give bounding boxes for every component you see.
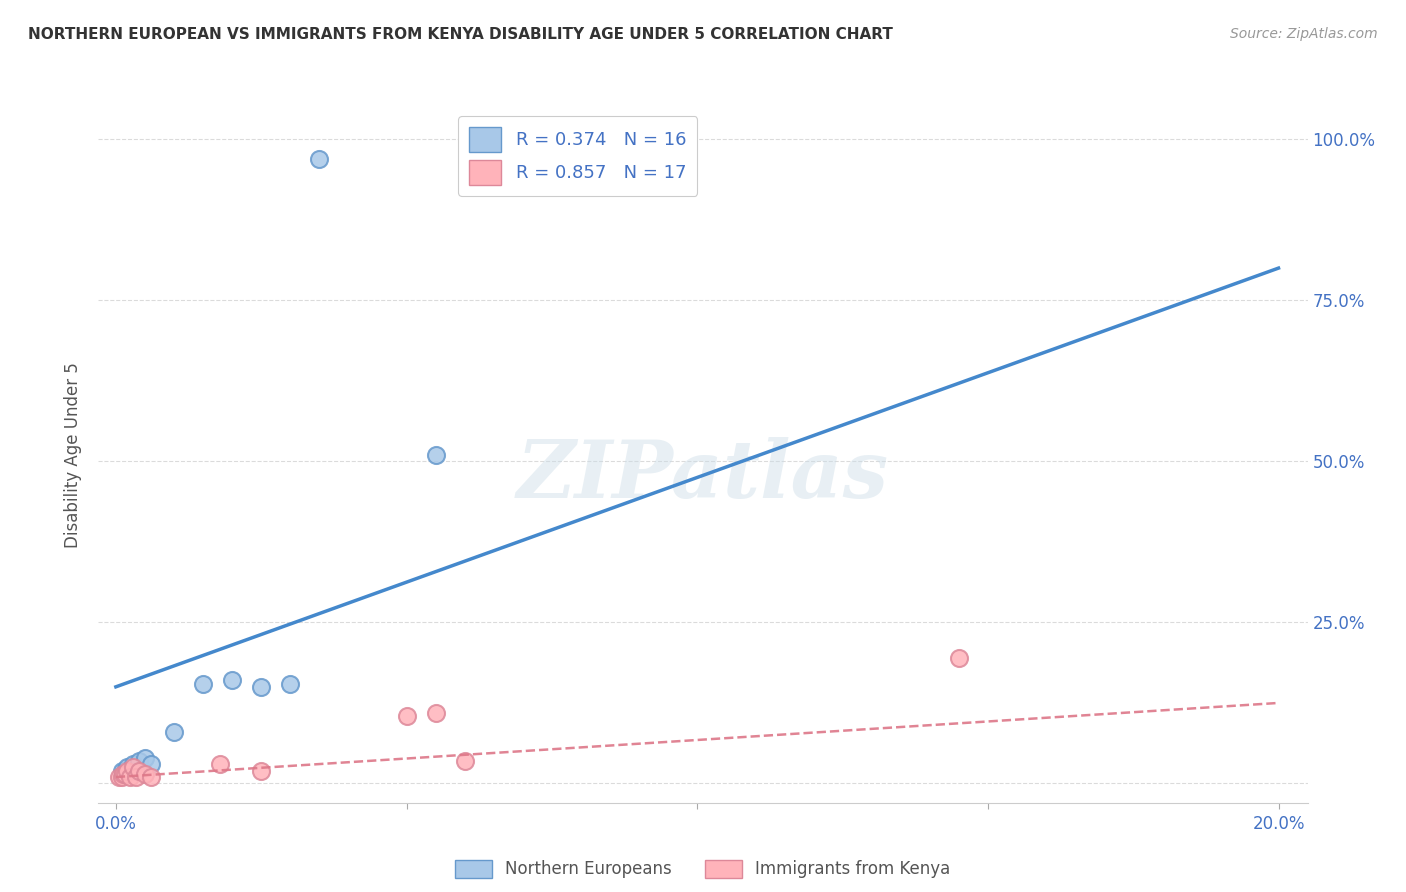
Point: [120, 770, 142, 784]
Point: [120, 764, 142, 778]
Legend: Northern Europeans, Immigrants from Kenya: Northern Europeans, Immigrants from Keny…: [449, 853, 957, 885]
Point: [107, 770, 129, 784]
Point: [221, 673, 243, 688]
Point: [395, 708, 418, 723]
Text: Source: ZipAtlas.com: Source: ZipAtlas.com: [1230, 27, 1378, 41]
Point: [111, 764, 134, 778]
Point: [117, 764, 139, 778]
Point: [122, 757, 145, 772]
Point: [139, 757, 162, 772]
Point: [453, 754, 475, 768]
Point: [114, 766, 136, 781]
Point: [111, 770, 134, 784]
Y-axis label: Disability Age Under 5: Disability Age Under 5: [65, 362, 83, 548]
Point: [191, 676, 214, 690]
Point: [114, 764, 136, 778]
Point: [125, 764, 148, 778]
Point: [134, 766, 156, 781]
Point: [117, 760, 139, 774]
Point: [134, 750, 156, 764]
Point: [250, 680, 273, 694]
Point: [122, 760, 145, 774]
Point: [163, 725, 186, 739]
Point: [125, 770, 148, 784]
Point: [128, 754, 150, 768]
Point: [308, 152, 330, 166]
Point: [250, 764, 273, 778]
Text: NORTHERN EUROPEAN VS IMMIGRANTS FROM KENYA DISABILITY AGE UNDER 5 CORRELATION CH: NORTHERN EUROPEAN VS IMMIGRANTS FROM KEN…: [28, 27, 893, 42]
Point: [209, 757, 232, 772]
Text: ZIPatlas: ZIPatlas: [517, 437, 889, 515]
Point: [425, 448, 447, 462]
Point: [111, 766, 134, 781]
Point: [278, 676, 301, 690]
Point: [128, 764, 150, 778]
Point: [948, 651, 970, 665]
Point: [425, 706, 447, 720]
Point: [139, 770, 162, 784]
